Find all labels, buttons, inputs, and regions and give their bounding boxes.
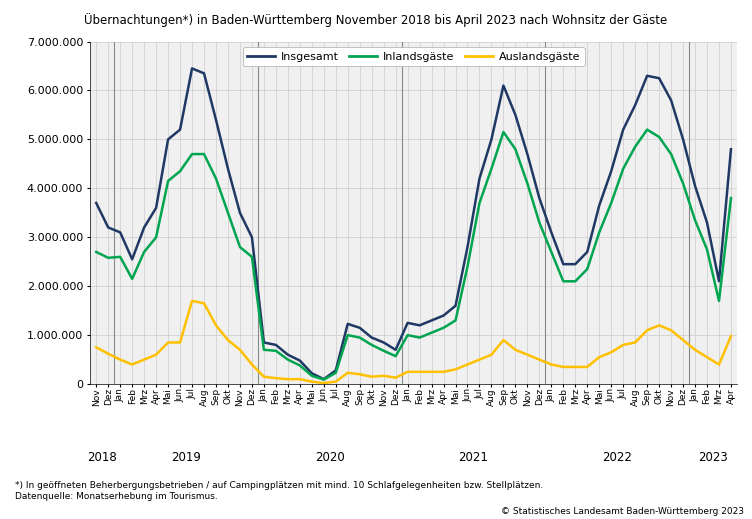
Text: *) In geöffneten Beherbergungsbetrieben / auf Campingplätzen mit mind. 10 Schlaf: *) In geöffneten Beherbergungsbetrieben … [15,482,543,490]
Text: 2022: 2022 [602,450,632,464]
Legend: Insgesamt, Inlandsgäste, Auslandsgäste: Insgesamt, Inlandsgäste, Auslandsgäste [243,47,584,66]
Text: 2023: 2023 [698,450,728,464]
Text: 2019: 2019 [171,450,201,464]
Text: 2021: 2021 [459,450,488,464]
Text: Übernachtungen*) in Baden-Württemberg November 2018 bis April 2023 nach Wohnsitz: Übernachtungen*) in Baden-Württemberg No… [84,13,668,27]
Text: © Statistisches Landesamt Baden-Württemberg 2023: © Statistisches Landesamt Baden-Württemb… [502,508,744,516]
Text: 2018: 2018 [87,450,117,464]
Text: Datenquelle: Monatserhebung im Tourismus.: Datenquelle: Monatserhebung im Tourismus… [15,492,218,501]
Text: 2020: 2020 [315,450,344,464]
